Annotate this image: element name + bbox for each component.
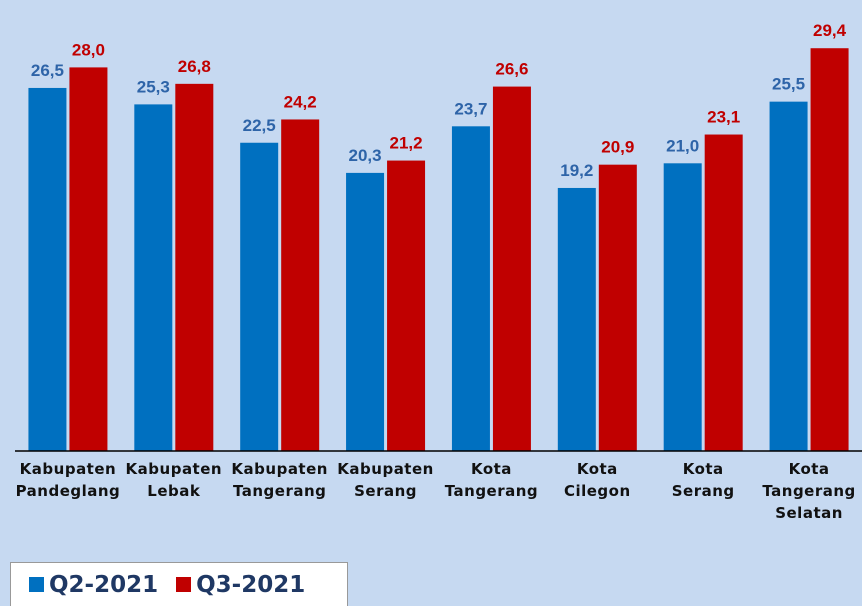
- legend-item: Q3-2021: [176, 572, 305, 598]
- data-label: 23,7: [454, 99, 487, 118]
- data-label: 24,2: [284, 92, 317, 111]
- bar: [663, 163, 702, 452]
- legend-item: Q2-2021: [29, 572, 158, 598]
- x-tick-label: Kota Cilegon: [563, 460, 631, 500]
- bar: [704, 134, 743, 451]
- x-tick-label: Kota Serang: [671, 460, 735, 500]
- bar: [810, 48, 849, 451]
- data-label: 19,2: [560, 161, 593, 180]
- bar: [769, 101, 808, 452]
- data-label: 25,3: [137, 77, 170, 96]
- legend-label: Q2-2021: [49, 571, 159, 598]
- bar: [240, 142, 279, 451]
- data-label: 28,0: [72, 40, 105, 59]
- x-tick-label: Kabupaten Lebak: [125, 460, 223, 500]
- bar: [387, 160, 426, 451]
- data-label: 22,5: [243, 116, 276, 135]
- x-tick-label: Kota Tangerang: [444, 460, 539, 500]
- data-label: 21,0: [666, 136, 699, 155]
- data-label: 26,6: [495, 60, 528, 79]
- data-label: 20,9: [601, 138, 634, 157]
- legend-swatch: [176, 577, 192, 592]
- bar: [598, 164, 637, 452]
- bar: [175, 83, 214, 451]
- data-label: 23,1: [707, 108, 740, 127]
- data-label: 26,8: [178, 57, 211, 76]
- bar: [281, 119, 320, 452]
- x-tick-label: Kabupaten Tangerang: [231, 460, 328, 500]
- data-label: 25,5: [772, 75, 805, 94]
- bar: [134, 104, 173, 451]
- legend-label: Q3-2021: [196, 571, 306, 598]
- legend-swatch: [29, 577, 44, 592]
- bar: [346, 172, 385, 451]
- data-label: 21,2: [390, 134, 423, 153]
- data-label: 26,5: [31, 61, 64, 80]
- bar: [451, 126, 490, 451]
- bar: [492, 86, 531, 451]
- x-tick-label: Kabupaten Serang: [337, 460, 434, 500]
- bar: [28, 87, 67, 451]
- data-label: 29,4: [813, 21, 847, 40]
- x-tick-label: Kota Tangerang Selatan: [762, 460, 856, 522]
- bar: [69, 67, 108, 452]
- x-tick-label: Kabupaten Pandeglang: [15, 460, 121, 500]
- bar: [557, 187, 596, 451]
- data-label: 20,3: [349, 146, 382, 165]
- legend: Q2-2021 Q3-2021: [10, 562, 348, 606]
